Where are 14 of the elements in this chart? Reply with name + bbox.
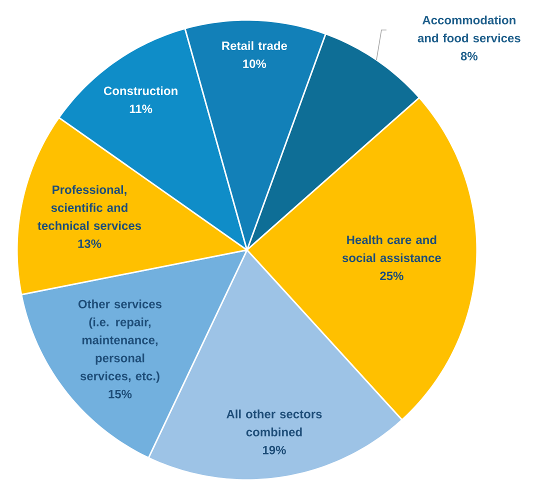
data-label: 11% bbox=[130, 104, 152, 114]
data-label: 10% bbox=[243, 60, 266, 68]
slice-label: Health care and social assistance bbox=[342, 235, 441, 262]
slice-label: Professional, scientific and technical services bbox=[38, 185, 142, 230]
data-label: 15% bbox=[108, 390, 132, 398]
slice-label: All other sectors combined bbox=[226, 410, 322, 436]
data-label: 19% bbox=[262, 446, 286, 454]
data-label: 25% bbox=[380, 272, 404, 280]
data-label: 8% bbox=[460, 52, 478, 60]
slice-label: Construction bbox=[104, 86, 178, 96]
data-label: 13% bbox=[78, 239, 102, 248]
slice-label: Other services (i.e. repair, maintenance, personal services, etc.) bbox=[78, 300, 162, 383]
slice-label: Retail trade bbox=[222, 41, 288, 50]
slice-label: Accommodation and food services bbox=[418, 16, 520, 42]
